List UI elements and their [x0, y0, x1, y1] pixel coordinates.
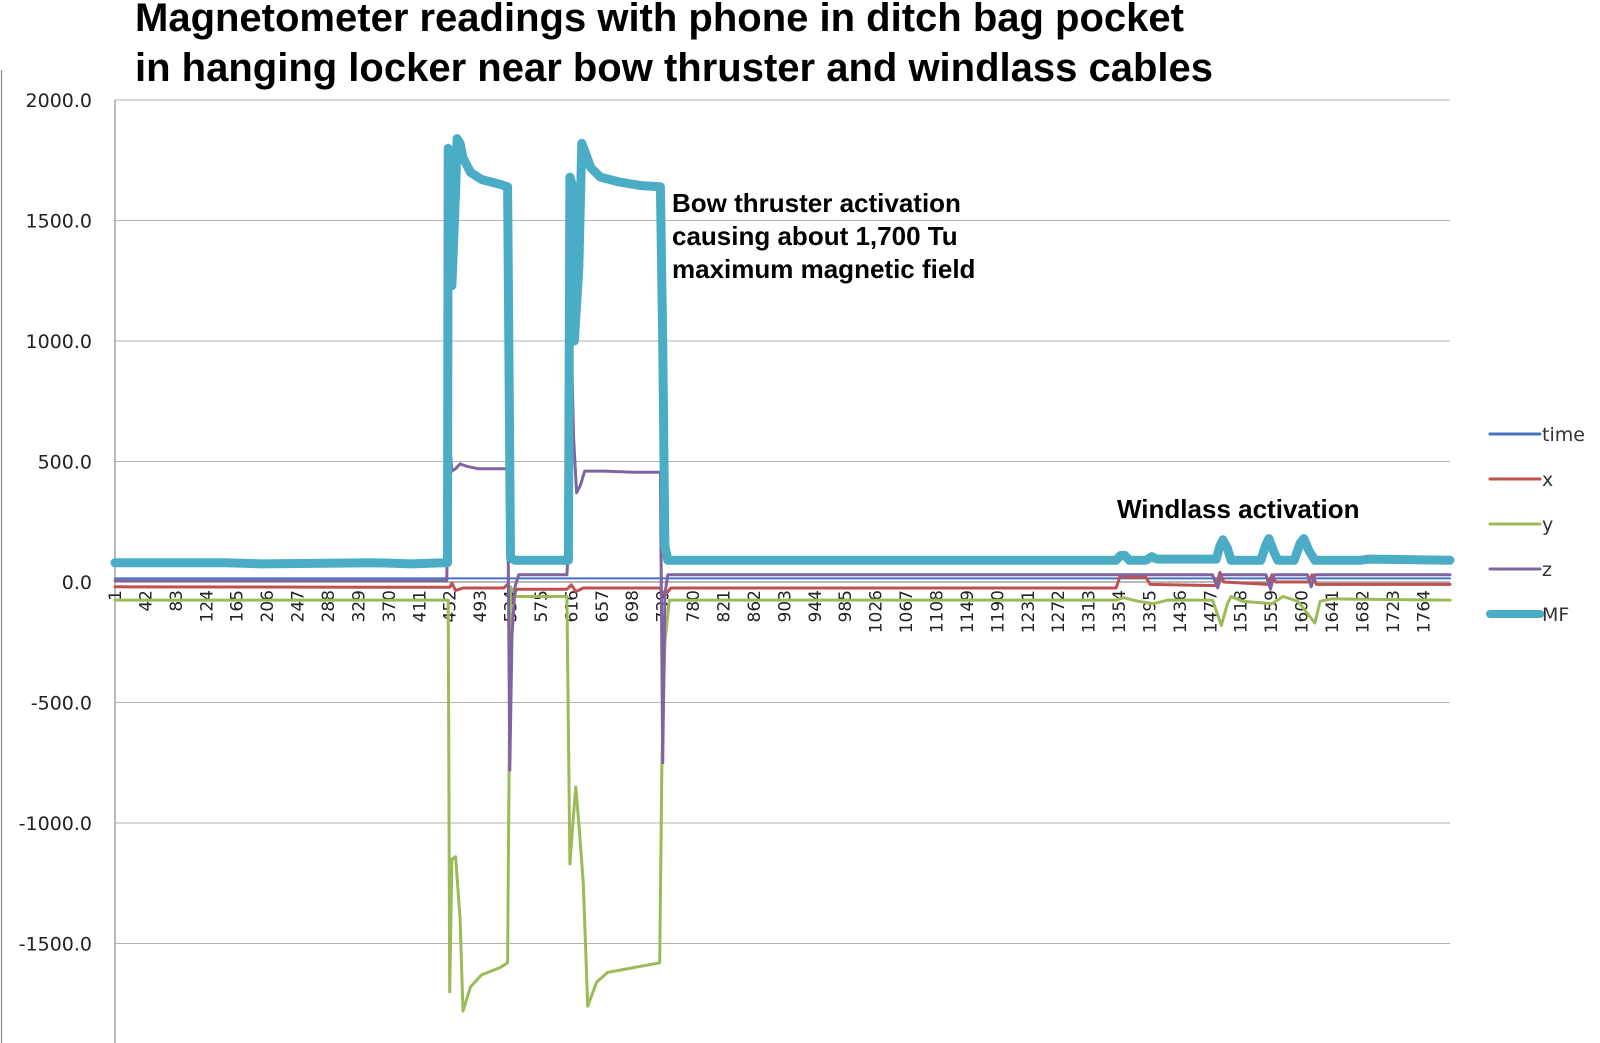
x-tick-label: 288 [319, 590, 339, 622]
x-tick-label: 698 [623, 590, 643, 622]
series-line-mf [110, 134, 1455, 569]
x-tick-label: 370 [380, 590, 400, 622]
annotation-bow-thruster-line-2: causing about 1,700 Tu [672, 221, 958, 251]
annotation-bow-thruster: Bow thruster activation causing about 1,… [672, 188, 975, 284]
x-tick-label: 1641 [1323, 590, 1343, 633]
y-tick-label: 1500.0 [26, 211, 92, 233]
annotation-windlass-line-1: Windlass activation [1117, 494, 1360, 524]
chart-title-line-2: in hanging locker near bow thruster and … [135, 46, 1213, 90]
gridlines [115, 99, 1450, 944]
x-tick-label: 452 [441, 590, 461, 622]
legend-label-time: time [1542, 424, 1585, 446]
x-tick-label: 1559 [1262, 590, 1282, 633]
x-tick-label: 575 [532, 590, 552, 622]
legend-label-mf: MF [1542, 604, 1569, 626]
x-tick-label: 165 [228, 590, 248, 622]
x-tick-label: 944 [806, 590, 826, 622]
series-lines [110, 134, 1455, 1013]
series-line-z [113, 344, 1452, 772]
x-tick-label: 657 [593, 590, 613, 622]
x-tick-label: 1108 [927, 590, 947, 633]
x-tick-label: 1190 [988, 590, 1008, 633]
x-tick-label: 1682 [1353, 590, 1373, 633]
x-tick-label: 985 [836, 590, 856, 622]
x-tick-label: 1764 [1414, 590, 1434, 633]
legend-label-x: x [1542, 469, 1553, 491]
y-tick-label: 2000.0 [26, 90, 92, 112]
x-tick-label: 329 [349, 590, 369, 622]
x-tick-label: 124 [197, 590, 217, 622]
x-tick-label: 411 [410, 590, 430, 622]
y-tick-label: -1000.0 [19, 813, 92, 835]
y-tick-label: 1000.0 [26, 331, 92, 353]
annotation-bow-thruster-line-1: Bow thruster activation [672, 188, 961, 218]
annotation-windlass: Windlass activation [1117, 494, 1360, 524]
legend: time x y z MF [1486, 424, 1585, 626]
x-axis-tick-labels: 1 42 83 124 165 206 247 288 329 370 411 452 493 534 57… [106, 590, 1434, 633]
x-tick-label: 1231 [1019, 590, 1039, 633]
x-tick-label: 821 [715, 590, 735, 622]
x-tick-label: 1026 [867, 590, 887, 633]
x-tick-label: 493 [471, 590, 491, 622]
y-axis-tick-labels: 2000.0 1500.0 1000.0 500.0 0.0 -500.0 -1000.0 -… [19, 90, 92, 956]
y-tick-label: 500.0 [38, 452, 92, 474]
y-tick-label: 0.0 [62, 572, 92, 594]
x-tick-label: 780 [684, 590, 704, 622]
x-tick-label: 206 [258, 590, 278, 622]
x-tick-label: 1 [106, 590, 126, 601]
annotation-bow-thruster-line-3: maximum magnetic field [672, 254, 975, 284]
x-tick-label: 1477 [1201, 590, 1221, 633]
chart-title: Magnetometer readings with phone in ditc… [135, 0, 1213, 90]
x-tick-label: 616 [562, 590, 582, 622]
legend-label-z: z [1542, 559, 1552, 581]
legend-label-y: y [1542, 514, 1553, 536]
x-tick-label: 1313 [1080, 590, 1100, 633]
x-tick-label: 1395 [1140, 590, 1160, 633]
x-tick-label: 1436 [1171, 590, 1191, 633]
x-tick-label: 1354 [1110, 590, 1130, 633]
chart-title-line-1: Magnetometer readings with phone in ditc… [135, 0, 1184, 40]
x-tick-label: 1723 [1384, 590, 1404, 633]
x-tick-label: 862 [745, 590, 765, 622]
x-tick-label: 1272 [1049, 590, 1069, 633]
x-tick-label: 1600 [1293, 590, 1313, 633]
x-tick-label: 903 [775, 590, 795, 622]
series-line-y [113, 585, 1452, 1013]
y-tick-label: -1500.0 [19, 934, 92, 956]
series-line-x [113, 570, 1452, 603]
x-tick-label: 1149 [958, 590, 978, 633]
y-tick-label: -500.0 [31, 693, 92, 715]
x-tick-label: 247 [289, 590, 309, 622]
x-tick-label: 1067 [897, 590, 917, 633]
